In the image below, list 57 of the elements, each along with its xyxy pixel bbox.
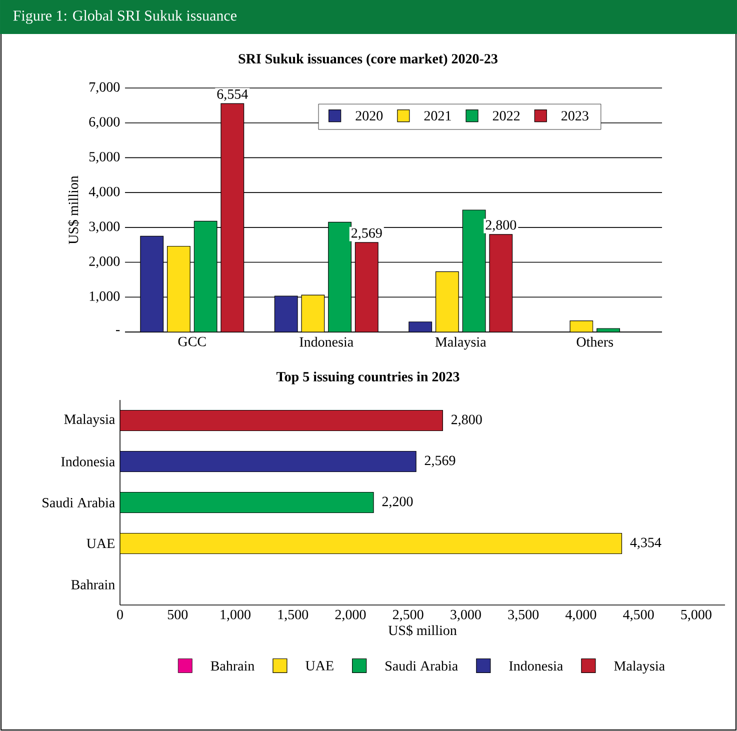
legend-label: UAE	[306, 661, 334, 670]
bar	[140, 236, 164, 332]
x-tick-label: Malaysia	[435, 336, 486, 350]
x-tick-label: 1,500	[278, 610, 308, 622]
data-label: 2,200	[382, 496, 413, 508]
x-tick-label: 1,000	[220, 610, 250, 622]
bar	[408, 322, 432, 332]
bar	[274, 296, 298, 332]
chart-title: Top 5 issuing countries in 2023	[276, 372, 460, 384]
legend-label: 2021	[424, 111, 451, 121]
y-tick-label: 7,000	[90, 82, 120, 94]
bar	[489, 234, 513, 332]
y-tick-label: 5,000	[89, 152, 120, 164]
data-label: 2,569	[424, 456, 456, 468]
legend-label: 2023	[562, 111, 588, 121]
legend-label: 2022	[492, 111, 520, 121]
legend-label: Saudi Arabia	[386, 660, 458, 671]
legend-label: Bahrain	[210, 660, 254, 671]
y-tick-label: 1,000	[90, 291, 120, 303]
x-tick-label: 5,000	[681, 610, 712, 622]
bar	[194, 220, 218, 332]
chart-subtitle: SRI Sukuk issuances (core market) 2020-23	[238, 54, 498, 66]
y-tick-label: 2,000	[89, 256, 120, 268]
data-label: 2,569	[352, 228, 382, 240]
x-tick-label: 0	[117, 610, 123, 620]
legend-label: Malaysia	[614, 660, 665, 674]
data-label: 4,354	[630, 538, 662, 550]
x-tick-label: GCC	[178, 336, 206, 346]
bar	[220, 103, 244, 332]
y-tick-label: UAE	[86, 538, 114, 548]
data-label: 2,800	[486, 220, 516, 232]
x-tick-label: Indonesia	[300, 336, 354, 347]
x-tick-label: 4,500	[623, 610, 654, 622]
chart-title: Figure 1: Global SRI Sukuk issuance	[13, 10, 236, 24]
bar	[328, 222, 352, 332]
x-tick-label: 3,500	[508, 610, 539, 622]
data-label: 2,800	[451, 414, 482, 426]
y-tick-label: Saudi Arabia	[42, 498, 115, 508]
legend-label: Indonesia	[509, 660, 563, 671]
x-tick-label: 2,000	[335, 610, 366, 622]
x-tick-label: 500	[168, 610, 188, 620]
x-tick-label: 2,500	[392, 610, 424, 622]
x-tick-label: 4,000	[565, 610, 596, 622]
y-axis-title: US$ million	[68, 176, 80, 244]
x-tick-label: 3,000	[450, 610, 481, 622]
y-tick-label: 3,000	[89, 222, 120, 234]
x-tick-label: Others	[576, 336, 614, 347]
y-tick-label: Malaysia	[64, 414, 115, 427]
y-tick-label: Indonesia	[61, 456, 115, 466]
y-tick-label: 6,000	[89, 117, 120, 129]
y-tick-label: Bahrain	[71, 580, 115, 590]
y-tick-label: 4,000	[88, 186, 120, 198]
y-tick-label: -	[116, 330, 120, 332]
x-axis-title: US$ million	[388, 624, 457, 636]
bar	[462, 210, 486, 332]
data-label: 6,554	[217, 89, 248, 101]
legend-label: 2020	[356, 111, 383, 121]
